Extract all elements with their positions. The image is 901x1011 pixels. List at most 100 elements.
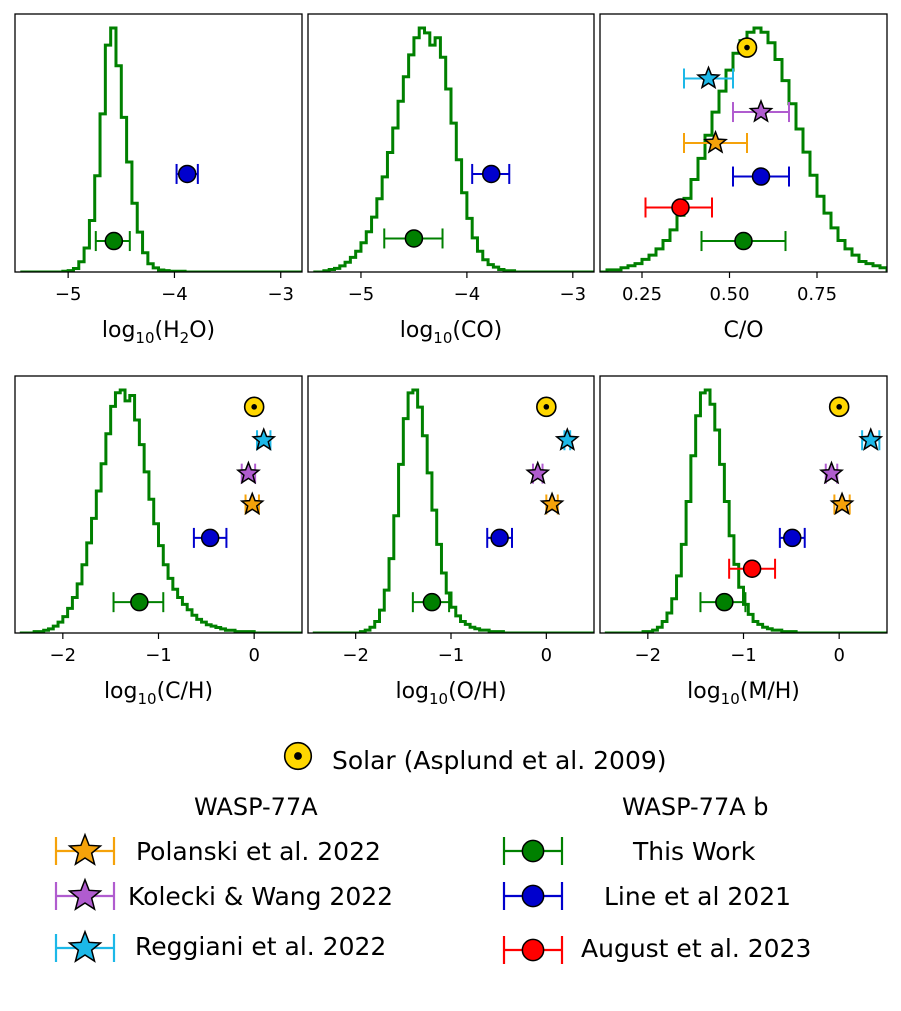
this-work-marker	[130, 592, 149, 612]
x-tick-label: −3	[560, 284, 587, 305]
legend-planet-handle-2	[502, 882, 564, 910]
point-solar	[828, 396, 850, 418]
axes-frame	[14, 13, 303, 273]
point-kolecki-wang-2022	[525, 460, 551, 485]
histogram	[313, 26, 594, 272]
x-tick-label: −4	[161, 284, 188, 305]
legend-planet-handle-3-marker	[521, 938, 545, 962]
august-2023-marker	[671, 198, 690, 217]
histogram-step	[313, 26, 594, 272]
x-tick-label: −2	[50, 645, 77, 666]
x-tick-label: −2	[342, 645, 369, 666]
axes-frame	[599, 13, 888, 273]
this-work-marker	[422, 592, 442, 612]
point-reggiani-2022	[683, 65, 734, 90]
line-2021-marker	[751, 167, 771, 186]
point-line-2021	[486, 527, 514, 548]
solar-marker-dot	[744, 44, 750, 51]
point-reggiani-2022	[858, 427, 884, 451]
august-2023-marker	[742, 559, 762, 578]
point-this-work	[700, 231, 787, 252]
reggiani-2022-marker	[251, 427, 277, 451]
x-axis-label: log10(CO)	[400, 318, 502, 347]
legend-markers	[54, 741, 564, 964]
point-august-2023	[728, 558, 777, 579]
point-reggiani-2022	[251, 427, 277, 451]
histogram	[312, 388, 594, 633]
legend-host-handle-1-marker	[67, 832, 103, 866]
point-reggiani-2022	[554, 427, 580, 451]
this-work-marker	[404, 229, 424, 248]
reggiani-2022-marker	[858, 427, 884, 451]
reggiani-2022-marker	[554, 427, 580, 451]
solar-marker-dot	[251, 404, 257, 410]
x-axis-label: log10(H2O)	[102, 318, 215, 347]
point-polanski-2022	[829, 491, 855, 516]
reggiani-2022-marker	[696, 65, 721, 90]
panel-h2o: −5 −4 −3 log10(H2O)	[14, 13, 303, 347]
point-solar	[736, 37, 758, 58]
polanski-2022-marker	[703, 129, 728, 154]
panel-co: −5 −4 −3 log10(CO)	[307, 13, 595, 347]
legend-solar-marker-dot	[294, 752, 302, 760]
panel-o-h: −2 −1 0 log10(O/H)	[307, 375, 595, 708]
point-solar	[536, 396, 557, 418]
this-work-marker	[104, 231, 124, 251]
point-polanski-2022	[539, 491, 565, 516]
x-tick-label: 0	[541, 645, 552, 666]
x-tick-label: 0.75	[797, 284, 837, 305]
histogram-step	[19, 388, 302, 633]
kolecki-wang-2022-marker	[819, 460, 844, 485]
legend-planet-handle-1-marker	[521, 839, 545, 863]
line-2021-marker	[482, 164, 501, 184]
histogram-step	[20, 26, 302, 272]
histogram	[19, 388, 302, 633]
x-tick-label: −1	[145, 645, 172, 666]
legend-host-handle-3	[54, 929, 116, 963]
legend-planet-handle-1	[502, 837, 564, 865]
x-tick-label: −3	[267, 284, 294, 305]
histogram-step	[312, 388, 594, 633]
point-polanski-2022	[683, 129, 748, 154]
histogram-step	[600, 26, 887, 272]
x-tick-label: −5	[348, 284, 375, 305]
this-work-marker	[715, 592, 734, 612]
legend-host-handle-1	[54, 832, 116, 866]
x-tick-label: −1	[730, 645, 757, 666]
point-kolecki-wang-2022	[732, 98, 790, 123]
x-tick-label: 0	[833, 645, 844, 666]
point-line-2021	[778, 527, 806, 548]
point-this-work	[411, 592, 451, 613]
histogram	[600, 26, 887, 272]
point-this-work	[699, 592, 747, 613]
legend-planet-handle-3	[502, 936, 564, 964]
panel-m-h: −2 −1 0 log10(M/H)	[599, 375, 888, 708]
kolecki-wang-2022-marker	[235, 460, 261, 485]
legend-planet-handle-2-marker	[521, 884, 545, 908]
line-2021-marker	[783, 528, 802, 548]
solar-marker-dot	[543, 404, 550, 410]
point-this-work	[112, 592, 165, 613]
axes-frame	[307, 13, 595, 273]
x-tick-label: −2	[635, 645, 662, 666]
x-axis-label: C/O	[723, 318, 763, 343]
x-tick-label: −5	[55, 284, 82, 305]
polanski-2022-marker	[239, 491, 265, 516]
panel-c-h: −2 −1 0 log10(C/H)	[14, 375, 303, 708]
x-axis-label: log10(M/H)	[687, 679, 800, 708]
line-2021-marker	[177, 164, 197, 184]
point-kolecki-wang-2022	[819, 460, 844, 485]
panel-co-ratio: 0.25 0.50 0.75 C/O	[599, 13, 888, 343]
line-2021-marker	[200, 528, 220, 548]
legend-host-handle-2	[54, 877, 116, 911]
histogram	[604, 388, 887, 633]
x-tick-label: 0	[248, 645, 259, 666]
point-polanski-2022	[239, 491, 265, 516]
histogram	[20, 26, 302, 272]
line-2021-marker	[490, 528, 509, 548]
point-line-2021	[732, 166, 790, 187]
kolecki-wang-2022-marker	[525, 460, 551, 485]
x-tick-label: 0.50	[709, 284, 749, 305]
x-tick-label: −4	[454, 284, 481, 305]
